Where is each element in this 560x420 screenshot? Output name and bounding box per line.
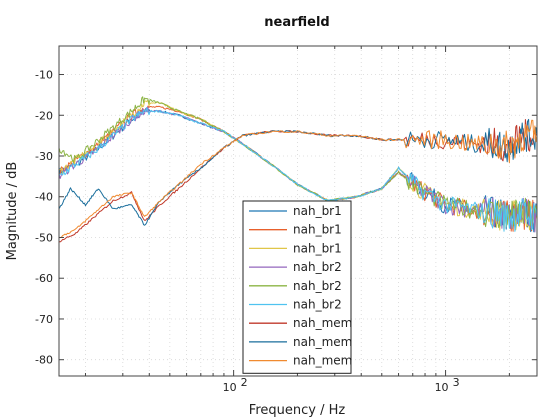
series-layer xyxy=(58,96,538,243)
legend-label: nah_br2 xyxy=(293,260,342,274)
x-tick-label: 10 xyxy=(223,381,237,394)
x-axis-label: Frequency / Hz xyxy=(249,403,346,418)
series-line xyxy=(58,118,538,226)
y-tick-label: -40 xyxy=(35,191,53,204)
legend-label: nah_br2 xyxy=(293,298,342,312)
legend-label: nah_br1 xyxy=(293,223,342,237)
legend-label: nah_mem xyxy=(293,335,352,349)
series-line xyxy=(58,96,538,229)
legend-label: nah_mem xyxy=(293,354,352,368)
y-tick-label: -30 xyxy=(35,150,53,163)
series-line xyxy=(58,107,538,232)
y-tick-label: -50 xyxy=(35,231,53,244)
legend: nah_br1 nah_br1 nah_br1 nah_br2 nah_br2 nah_b… xyxy=(242,200,352,374)
y-tick-label: -10 xyxy=(35,69,53,82)
y-tick-label: -80 xyxy=(35,354,53,367)
tick-layer: -80 -70 -60 -50 -40 -30 -20 -10 10 2 10 3 xyxy=(35,46,537,394)
x-tick-exponent: 3 xyxy=(453,376,460,389)
series-line xyxy=(58,119,538,239)
y-tick-label: -20 xyxy=(35,109,53,122)
chart-title: nearfield xyxy=(264,15,329,30)
plot-frame xyxy=(58,45,538,377)
legend-label: nah_mem xyxy=(293,316,352,330)
x-tick-exponent: 2 xyxy=(241,376,248,389)
x-tick-label: 10 xyxy=(435,381,449,394)
y-tick-label: -60 xyxy=(35,272,53,285)
legend-label: nah_br2 xyxy=(293,279,342,293)
legend-label: nah_br1 xyxy=(293,204,342,218)
y-axis-label: Magnitude / dB xyxy=(5,162,20,261)
legend-label: nah_br1 xyxy=(293,241,342,255)
y-tick-label: -70 xyxy=(35,313,53,326)
